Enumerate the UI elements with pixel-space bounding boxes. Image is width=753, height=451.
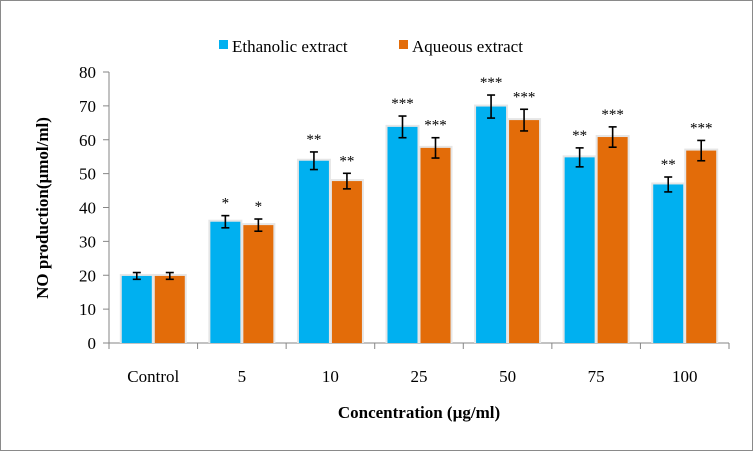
legend-label: Aqueous extract xyxy=(412,37,523,56)
x-axis-label: Concentration (µg/ml) xyxy=(338,403,500,422)
significance-label: *** xyxy=(513,89,536,105)
legend: Ethanolic extract Aqueous extract xyxy=(219,37,523,56)
legend-label: Ethanolic extract xyxy=(232,37,348,56)
y-tick-label: 80 xyxy=(79,63,96,82)
bar-aqueous xyxy=(420,147,451,343)
y-tick-label: 50 xyxy=(79,165,96,184)
y-axis: 0 10 20 30 40 50 60 70 80 xyxy=(79,63,110,353)
bar-ethanolic xyxy=(476,106,507,344)
x-tick-label: Control xyxy=(127,367,179,386)
bar-ethanolic xyxy=(387,126,418,343)
bars: **************************** xyxy=(119,75,719,344)
bar-aqueous xyxy=(243,225,274,343)
bar-ethanolic xyxy=(298,160,329,343)
significance-label: * xyxy=(222,196,230,212)
x-tick-label: 100 xyxy=(672,367,698,386)
bar-aqueous xyxy=(331,181,362,343)
bar-aqueous xyxy=(509,120,540,343)
significance-label: *** xyxy=(480,75,503,91)
y-tick-label: 0 xyxy=(88,334,97,353)
y-tick-label: 40 xyxy=(79,199,96,218)
significance-label: ** xyxy=(572,128,587,144)
significance-label: ** xyxy=(306,132,321,148)
significance-label: *** xyxy=(690,120,713,136)
significance-label: *** xyxy=(601,107,624,123)
x-tick-label: 25 xyxy=(411,367,428,386)
bar-aqueous xyxy=(686,150,717,343)
bar-ethanolic xyxy=(564,157,595,343)
significance-label: ** xyxy=(339,153,354,169)
bar-ethanolic xyxy=(653,184,684,343)
legend-swatch-ethanolic xyxy=(219,40,228,49)
x-tick-label: 10 xyxy=(322,367,339,386)
bar-aqueous xyxy=(154,275,185,343)
legend-swatch-aqueous xyxy=(399,40,408,49)
x-tick-label: 75 xyxy=(588,367,605,386)
significance-label: *** xyxy=(424,118,447,134)
x-tick-label: 50 xyxy=(499,367,516,386)
y-tick-label: 20 xyxy=(79,266,96,285)
y-tick-label: 70 xyxy=(79,97,96,116)
x-tick-label: 5 xyxy=(238,367,247,386)
significance-label: * xyxy=(255,199,263,215)
y-tick-label: 60 xyxy=(79,131,96,150)
significance-label: *** xyxy=(391,96,414,112)
bar-aqueous xyxy=(597,137,628,343)
y-tick-label: 30 xyxy=(79,232,96,251)
bar-ethanolic xyxy=(210,221,241,343)
x-axis: Control 5 10 25 50 75 100 xyxy=(108,342,730,386)
bar-ethanolic xyxy=(121,275,152,343)
significance-label: ** xyxy=(661,157,676,173)
y-axis-label: NO production(µmol/ml) xyxy=(33,117,52,299)
y-tick-label: 10 xyxy=(79,300,96,319)
